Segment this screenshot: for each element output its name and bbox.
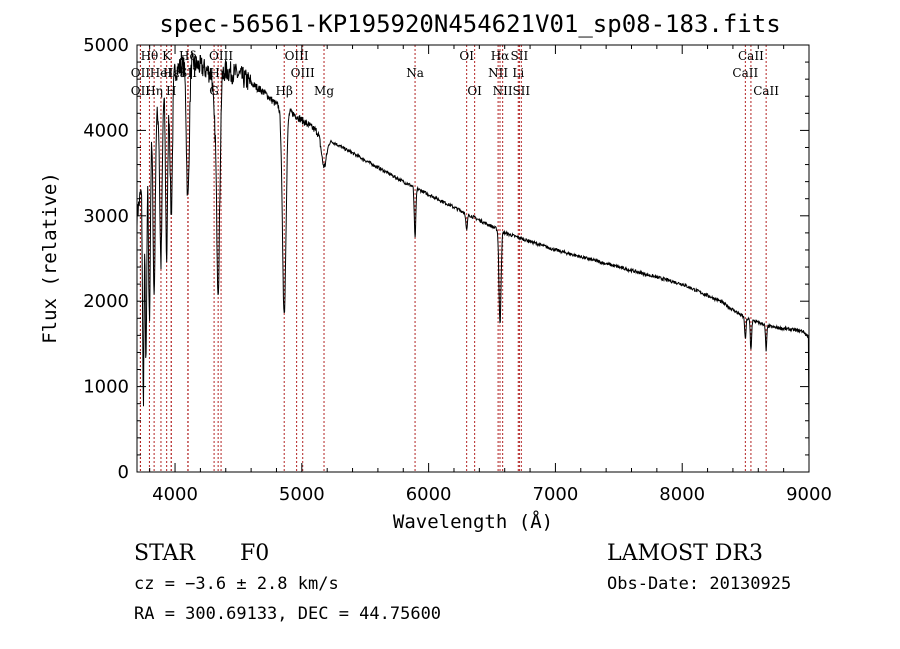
line-marker-label: OIII xyxy=(285,49,309,63)
y-tick-label: 2000 xyxy=(83,291,129,312)
x-tick-label: 6000 xyxy=(406,484,452,505)
line-marker-label: SII xyxy=(511,49,529,63)
line-marker-label: NII xyxy=(488,66,508,80)
line-marker-label: Mg xyxy=(314,84,334,98)
y-axis-ticks: 0 1000 2000 3000 4000 5000 xyxy=(83,35,809,483)
chart-title: spec-56561-KP195920N454621V01_sp08-183.f… xyxy=(159,10,780,38)
redshift-cz: cz = −3.6 ± 2.8 km/s xyxy=(134,574,339,594)
line-marker-label: Hθ xyxy=(141,49,159,63)
x-tick-label: 9000 xyxy=(786,484,832,505)
line-marker-label: OIII xyxy=(291,66,315,80)
line-marker-label: OI xyxy=(459,49,474,63)
line-marker-label: CaII xyxy=(738,49,764,63)
line-marker-label: Hη xyxy=(145,84,163,98)
survey-name: LAMOST DR3 xyxy=(607,541,763,566)
coordinates: RA = 300.69133, DEC = 44.75600 xyxy=(134,604,441,624)
spectrum-line xyxy=(136,51,810,472)
object-class: STAR xyxy=(134,541,196,566)
plot-frame xyxy=(136,44,810,473)
line-marker-label: OII xyxy=(131,84,151,98)
y-tick-label: 5000 xyxy=(83,35,129,56)
line-marker-label: K xyxy=(162,49,172,63)
line-marker-label: OI xyxy=(467,84,482,98)
line-marker-label: NII xyxy=(493,84,513,98)
observation-date: Obs-Date: 20130925 xyxy=(607,574,791,594)
line-marker-label: HeI xyxy=(150,66,173,80)
line-marker-label: SII xyxy=(512,84,530,98)
line-marker-label: H xyxy=(166,84,176,98)
line-marker-label: Na xyxy=(406,66,424,80)
line-marker-label: Li xyxy=(512,66,524,80)
x-axis-label: Wavelength (Å) xyxy=(393,510,553,533)
line-marker-label: Hβ xyxy=(276,84,293,98)
line-marker-labels: HθOIIOIIHηHeIKHHεHδSIIGHγOIIIHβOIIIOIIIM… xyxy=(131,49,780,98)
y-tick-label: 3000 xyxy=(83,206,129,227)
y-tick-label: 4000 xyxy=(83,120,129,141)
line-marker-label: CaII xyxy=(753,84,779,98)
x-tick-label: 4000 xyxy=(152,484,198,505)
line-marker-label: OII xyxy=(131,66,151,80)
x-axis-ticks: 4000 5000 6000 7000 8000 9000 xyxy=(149,45,832,505)
line-markers xyxy=(139,45,767,472)
x-tick-label: 5000 xyxy=(279,484,325,505)
y-tick-label: 1000 xyxy=(83,377,129,398)
x-tick-label: 7000 xyxy=(533,484,579,505)
line-marker-label: Hα xyxy=(491,49,510,63)
line-marker-label: CaII xyxy=(732,66,758,80)
spectral-subclass: F0 xyxy=(240,541,269,566)
y-tick-label: 0 xyxy=(118,462,129,483)
line-marker-label: G xyxy=(209,84,219,98)
line-marker-label: OIII xyxy=(209,49,233,63)
y-axis-label: Flux (relative) xyxy=(39,172,61,344)
x-tick-label: 8000 xyxy=(659,484,705,505)
